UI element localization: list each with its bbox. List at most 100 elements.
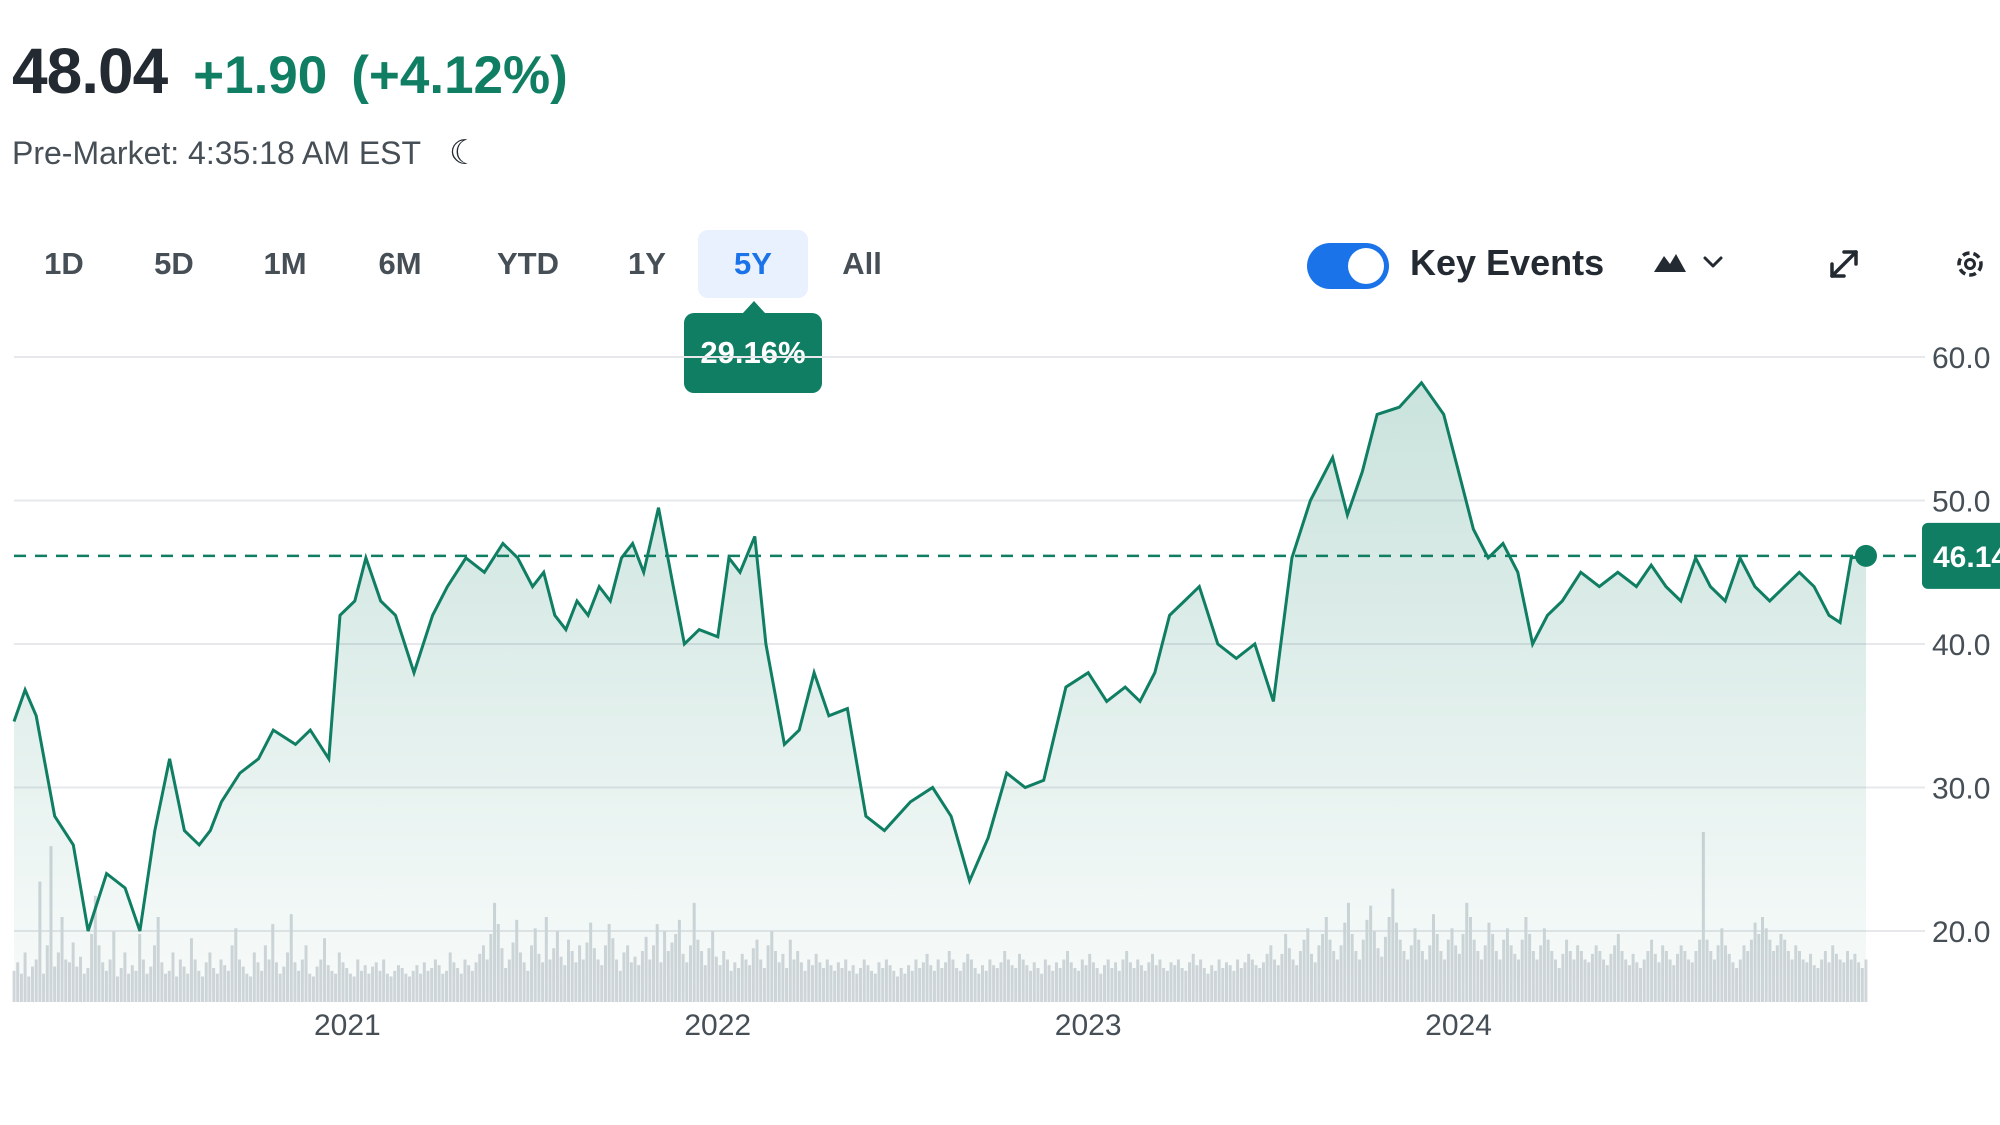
price-point xyxy=(1253,642,1257,646)
price-point xyxy=(1560,599,1564,603)
price-point xyxy=(1783,585,1787,589)
price-point xyxy=(1723,599,1727,603)
price-point xyxy=(353,599,357,603)
price-point xyxy=(631,542,635,546)
price-point xyxy=(1531,642,1535,646)
mountain-chart-icon xyxy=(1654,254,1686,272)
tab-all[interactable]: All xyxy=(842,246,882,281)
price-point xyxy=(1023,786,1027,790)
price-point xyxy=(1597,585,1601,589)
price-point xyxy=(1849,556,1853,560)
last-price-label xyxy=(1922,522,2000,589)
market-session: Pre-Market: 4:35:18 AM EST ☾ xyxy=(12,133,480,173)
price-point xyxy=(738,570,742,574)
price-chart[interactable]: 60.0 50.0 40.0 30.0 20.0 2021 2022 2023 2024 46… xyxy=(0,330,2000,1090)
key-events-toggle[interactable] xyxy=(1307,243,1389,289)
price-point xyxy=(182,829,186,833)
range-tabs: 1D 5D 1M 6M YTD 1Y 5Y All xyxy=(0,230,980,298)
tab-1d[interactable]: 1D xyxy=(44,246,84,281)
range-change-badge: 29.16% xyxy=(684,301,822,393)
price-point xyxy=(1738,556,1742,560)
chart-type-dropdown[interactable] xyxy=(1652,248,1724,276)
price-point xyxy=(986,836,990,840)
price-point xyxy=(1679,599,1683,603)
price-point xyxy=(1271,699,1275,703)
price-point xyxy=(364,556,368,560)
price-point xyxy=(1616,570,1620,574)
price-point xyxy=(1123,685,1127,689)
price-point xyxy=(168,757,172,761)
price-point xyxy=(656,506,660,510)
price-point xyxy=(327,757,331,761)
tab-1y[interactable]: 1Y xyxy=(628,246,666,281)
price-point xyxy=(1694,556,1698,560)
x-tick-label: 2024 xyxy=(1425,1009,1492,1042)
price-point xyxy=(845,707,849,711)
price-point xyxy=(197,843,201,847)
gear-icon[interactable] xyxy=(1950,244,1990,289)
x-tick-label: 2023 xyxy=(1055,1009,1122,1042)
price-point xyxy=(597,585,601,589)
price-point xyxy=(1290,556,1294,560)
price-point xyxy=(394,613,398,617)
tab-ytd[interactable]: YTD xyxy=(497,246,559,281)
price-point xyxy=(105,872,109,876)
price-point xyxy=(564,628,568,632)
price-point xyxy=(827,714,831,718)
price-point xyxy=(445,585,449,589)
price-point xyxy=(1375,412,1379,416)
price-point xyxy=(1442,412,1446,416)
price-point xyxy=(294,742,298,746)
price-point xyxy=(153,829,157,833)
price-point xyxy=(1182,599,1186,603)
price-point xyxy=(1064,685,1068,689)
price-point xyxy=(1308,499,1312,503)
price-point xyxy=(1457,470,1461,474)
price-point xyxy=(642,570,646,574)
price-point xyxy=(86,929,90,933)
price-point xyxy=(727,556,731,560)
price-point xyxy=(208,829,212,833)
price-point xyxy=(1360,470,1364,474)
tab-5d[interactable]: 5D xyxy=(154,246,194,281)
price-point xyxy=(379,599,383,603)
price-point xyxy=(1042,778,1046,782)
price-point xyxy=(12,719,16,723)
price-point xyxy=(1153,671,1157,675)
y-tick-label: 30.0 xyxy=(1932,773,1990,806)
x-tick-label: 2022 xyxy=(684,1009,751,1042)
last-price-dot xyxy=(1855,544,1877,567)
price-point xyxy=(531,585,535,589)
y-tick-label: 40.0 xyxy=(1932,629,1990,662)
x-axis: 2021 2022 2023 2024 xyxy=(314,1009,1492,1042)
price-point xyxy=(542,570,546,574)
price-point xyxy=(34,714,38,718)
price-point xyxy=(697,628,701,632)
price-point xyxy=(1197,585,1201,589)
price-point xyxy=(968,879,972,883)
tab-6m[interactable]: 6M xyxy=(378,246,422,281)
price-point xyxy=(219,800,223,804)
price-point xyxy=(1649,563,1653,567)
expand-icon[interactable] xyxy=(1824,244,1864,289)
price-point xyxy=(23,688,27,692)
price-point xyxy=(1516,570,1520,574)
price-point xyxy=(764,642,768,646)
price-point xyxy=(1634,585,1638,589)
price-point xyxy=(1105,699,1109,703)
price-point xyxy=(1708,585,1712,589)
price-point xyxy=(1797,570,1801,574)
tab-1m[interactable]: 1M xyxy=(263,246,307,281)
session-time: Pre-Market: 4:35:18 AM EST xyxy=(12,134,422,171)
price-point xyxy=(619,556,623,560)
price-point xyxy=(1086,671,1090,675)
price-point xyxy=(1501,542,1505,546)
last-price: 48.04 xyxy=(12,35,168,107)
price-point xyxy=(682,642,686,646)
y-tick-label: 50.0 xyxy=(1932,486,1990,519)
tab-5y[interactable]: 5Y xyxy=(698,230,808,298)
price-point xyxy=(501,542,505,546)
price-point xyxy=(138,929,142,933)
price-point xyxy=(586,613,590,617)
y-axis: 60.0 50.0 40.0 30.0 20.0 xyxy=(1932,342,1990,949)
